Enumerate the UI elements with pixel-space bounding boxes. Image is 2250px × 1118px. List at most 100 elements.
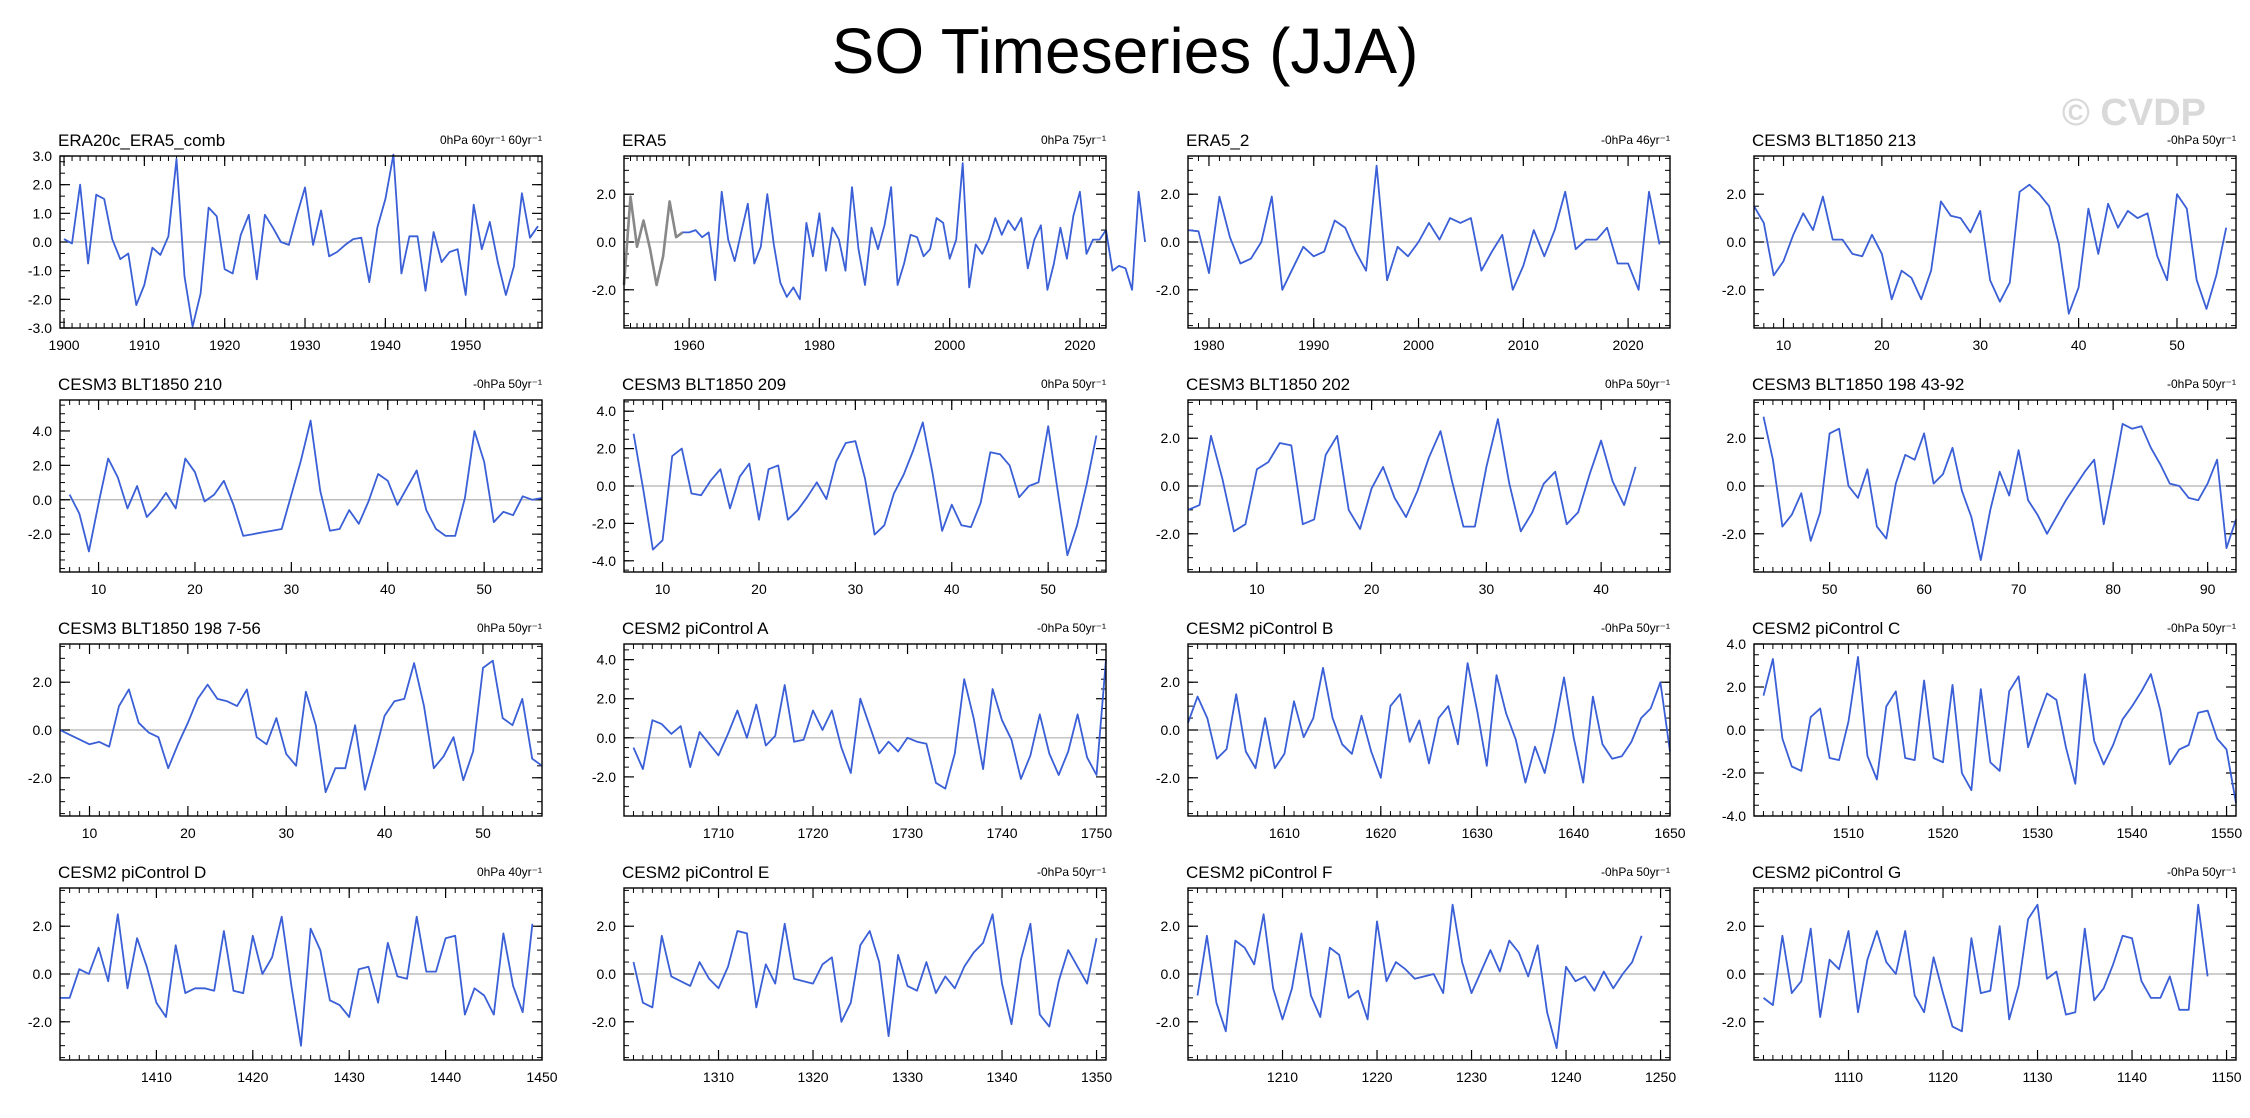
y-tick-label: -2.0	[1722, 765, 1746, 781]
x-tick-label: 40	[380, 581, 396, 597]
y-tick-label: -2.0	[1156, 1014, 1180, 1030]
panel-title: CESM3 BLT1850 198 7-56	[58, 619, 261, 638]
panel-right-label: -0hPa 50yr⁻¹	[1601, 621, 1670, 635]
x-tick-label: 40	[2071, 337, 2087, 353]
x-tick-label: 20	[751, 581, 767, 597]
panel-right-label: -0hPa 50yr⁻¹	[2167, 377, 2236, 391]
y-tick-label: 2.0	[1161, 186, 1181, 202]
x-tick-label: 1710	[703, 825, 734, 841]
x-tick-label: 40	[377, 825, 393, 841]
x-tick-label: 1220	[1361, 1069, 1392, 1085]
x-tick-label: 60	[1916, 581, 1932, 597]
series-line	[1762, 656, 2237, 804]
panel: CESM3 BLT1850 209 0hPa 50yr⁻¹ 10 20 30 40 50 -4…	[592, 375, 1107, 597]
panel-right-label: 0hPa 75yr⁻¹	[1041, 133, 1106, 147]
y-tick-label: 2.0	[1727, 430, 1747, 446]
y-tick-label: 2.0	[597, 186, 617, 202]
panel-frame	[1753, 887, 2237, 1061]
panel: ERA5 0hPa 75yr⁻¹ 1960 1980 2000 2020 -2.0 0.0 2.…	[592, 131, 1146, 353]
y-tick-label: -2.0	[28, 770, 52, 786]
panel-title: CESM2 piControl A	[622, 619, 769, 638]
y-tick-label: 2.0	[33, 674, 53, 690]
y-tick-label: 0.0	[33, 722, 53, 738]
series-line	[59, 659, 543, 793]
series-line	[1762, 903, 2209, 1033]
panel: CESM2 piControl G -0hPa 50yr⁻¹ 1110 1120 113…	[1722, 863, 2242, 1085]
y-tick-label: -2.0	[1722, 282, 1746, 298]
series-line	[632, 659, 1107, 790]
y-tick-label: -2.0	[1156, 526, 1180, 542]
panel: ERA5_2 -0hPa 46yr⁻¹ 1980 1990 2000 2010 2020 -2…	[1156, 131, 1671, 353]
x-tick-label: 10	[82, 825, 98, 841]
x-tick-label: 1650	[1654, 825, 1685, 841]
series-line	[63, 153, 539, 328]
panel-title: CESM3 BLT1850 209	[622, 375, 786, 394]
y-tick-label: 2.0	[1161, 674, 1181, 690]
x-tick-label: 50	[475, 825, 491, 841]
panel: ERA20c_ERA5_comb 0hPa 60yr⁻¹ 60yr⁻¹ 1900 19…	[28, 131, 543, 353]
x-tick-label: 1450	[526, 1069, 557, 1085]
y-tick-label: 1.0	[33, 205, 53, 221]
x-tick-label: 1980	[804, 337, 835, 353]
x-tick-label: 50	[476, 581, 492, 597]
panel: CESM2 piControl B -0hPa 50yr⁻¹ 1610 1620 163…	[1156, 619, 1686, 841]
x-tick-label: 1720	[797, 825, 828, 841]
x-tick-label: 10	[1776, 337, 1792, 353]
series-line	[622, 195, 684, 287]
y-tick-label: 2.0	[1161, 430, 1181, 446]
y-tick-label: 2.0	[33, 918, 53, 934]
x-tick-label: 1540	[2116, 825, 2147, 841]
panel: CESM3 BLT1850 213 -0hPa 50yr⁻¹ 10 20 30 40 50 -…	[1722, 131, 2237, 353]
series-line	[632, 913, 1098, 1037]
panel: CESM2 piControl E -0hPa 50yr⁻¹ 1310 1320 133…	[592, 863, 1112, 1085]
x-tick-label: 2020	[1613, 337, 1644, 353]
x-tick-label: 40	[944, 581, 960, 597]
y-tick-label: -2.0	[1722, 1014, 1746, 1030]
x-tick-label: 1620	[1365, 825, 1396, 841]
y-tick-label: 0.0	[33, 492, 53, 508]
panel-right-label: -0hPa 50yr⁻¹	[473, 377, 542, 391]
y-tick-label: -3.0	[28, 320, 52, 336]
x-tick-label: 30	[1972, 337, 1988, 353]
x-tick-label: 1900	[48, 337, 79, 353]
y-tick-label: 2.0	[597, 691, 617, 707]
y-tick-label: -2.0	[1156, 770, 1180, 786]
x-tick-label: 1310	[703, 1069, 734, 1085]
series-line	[68, 419, 543, 553]
series-line	[632, 421, 1098, 557]
x-tick-label: 10	[1249, 581, 1265, 597]
panel-right-label: 0hPa 60yr⁻¹ 60yr⁻¹	[440, 133, 542, 147]
x-tick-label: 1340	[986, 1069, 1017, 1085]
y-tick-label: 2.0	[597, 441, 617, 457]
y-tick-label: 2.0	[1161, 918, 1181, 934]
x-tick-label: 1750	[1081, 825, 1112, 841]
y-tick-label: 0.0	[1161, 966, 1181, 982]
series-line	[60, 913, 534, 1047]
watermark-logo: © CVDP	[2061, 92, 2206, 134]
x-tick-label: 1130	[2022, 1069, 2052, 1085]
panel-title: CESM3 BLT1850 202	[1186, 375, 1350, 394]
panel-title: CESM3 BLT1850 210	[58, 375, 222, 394]
panel-right-label: 0hPa 50yr⁻¹	[1041, 377, 1106, 391]
x-tick-label: 2010	[1508, 337, 1539, 353]
x-tick-label: 10	[655, 581, 671, 597]
y-tick-label: 0.0	[1727, 234, 1747, 250]
panel-title: CESM2 piControl B	[1186, 619, 1333, 638]
panel-frame	[1753, 399, 2237, 573]
panel-right-label: 0hPa 50yr⁻¹	[477, 621, 542, 635]
panel-right-label: -0hPa 50yr⁻¹	[2167, 621, 2236, 635]
y-tick-label: -2.0	[592, 1014, 616, 1030]
x-tick-label: 1330	[892, 1069, 923, 1085]
x-tick-label: 1530	[2022, 825, 2053, 841]
series-line	[1196, 903, 1643, 1049]
panel-title: ERA20c_ERA5_comb	[58, 131, 225, 150]
y-tick-label: 0.0	[1161, 722, 1181, 738]
x-tick-label: 1550	[2211, 825, 2242, 841]
panel: CESM3 BLT1850 198 7-56 0hPa 50yr⁻¹ 10 20 30 4…	[28, 619, 543, 841]
panel-frame	[59, 887, 543, 1061]
x-tick-label: 1510	[1833, 825, 1864, 841]
x-tick-label: 20	[180, 825, 196, 841]
panel-right-label: -0hPa 50yr⁻¹	[1601, 865, 1670, 879]
y-tick-label: 0.0	[33, 966, 53, 982]
x-tick-label: 1350	[1081, 1069, 1112, 1085]
